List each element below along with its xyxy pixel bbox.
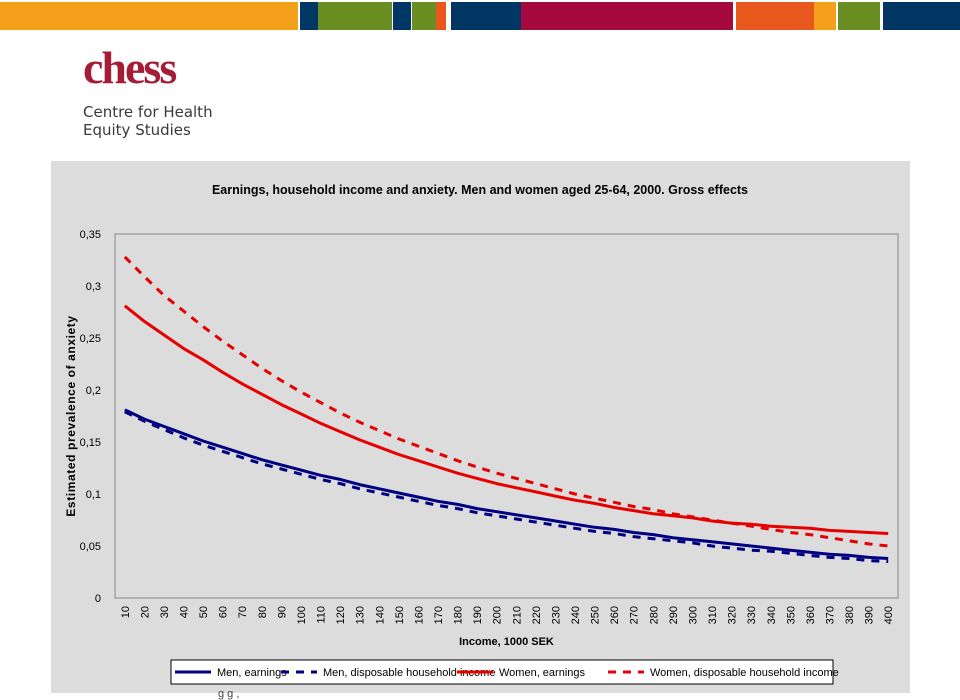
x-tick-label: 240 [570, 606, 582, 624]
x-tick-label: 60 [218, 606, 230, 618]
x-tick-label: 80 [257, 606, 269, 618]
chart-title: Earnings, household income and anxiety. … [212, 183, 748, 197]
legend-label-1: Men, earnings [217, 667, 287, 679]
color-bar-segment [412, 2, 436, 30]
x-tick-label: 120 [335, 606, 347, 624]
series-line-4 [123, 255, 889, 548]
x-tick-label: 130 [355, 606, 367, 624]
x-tick-label: 300 [687, 606, 699, 624]
x-tick-label: 400 [883, 606, 895, 624]
x-tick-label: 40 [179, 606, 191, 618]
top-color-bar [0, 0, 960, 30]
y-tick-label: 0,1 [86, 489, 101, 501]
x-tick-label: 180 [453, 606, 465, 624]
x-tick-label: 50 [198, 606, 210, 618]
x-tick-label: 230 [550, 606, 562, 624]
x-tick-label: 170 [433, 606, 445, 624]
x-tick-label: 110 [316, 606, 328, 624]
color-bar-segment [521, 2, 733, 30]
color-bar-segment [300, 2, 318, 30]
color-bar-segment [883, 2, 960, 30]
x-tick-label: 390 [864, 606, 876, 624]
legend-label-3: Women, earnings [499, 667, 586, 679]
x-tick-label: 20 [139, 606, 151, 618]
x-tick-label: 10 [120, 606, 132, 618]
x-tick-label: 190 [472, 606, 484, 624]
logo: chess Centre for Health Equity Studies [83, 42, 213, 140]
x-tick-label: 290 [668, 606, 680, 624]
x-tick-label: 350 [785, 606, 797, 624]
y-tick-label: 0,3 [86, 281, 101, 293]
x-tick-label: 280 [648, 606, 660, 624]
x-tick-label: 310 [707, 606, 719, 624]
x-tick-label: 150 [394, 606, 406, 624]
y-tick-label: 0,25 [80, 333, 101, 345]
x-axis-label: Income, 1000 SEK [459, 636, 554, 648]
x-tick-label: 70 [237, 606, 249, 618]
x-tick-label: 330 [746, 606, 758, 624]
y-tick-label: 0,15 [80, 437, 101, 449]
color-bar-segment [393, 2, 411, 30]
x-tick-label: 30 [159, 606, 171, 618]
logo-name-line1: Centre for Health [83, 103, 213, 121]
x-tick-label: 320 [727, 606, 739, 624]
color-bar-segment [436, 2, 446, 30]
x-tick-label: 260 [609, 606, 621, 624]
x-tick-label: 100 [296, 606, 308, 624]
color-bar-segment [451, 2, 521, 30]
x-tick-label: 140 [374, 606, 386, 624]
series-line-2 [124, 410, 889, 564]
legend-label-2: Men, disposable household income [323, 667, 495, 679]
color-bar-segment [0, 2, 298, 30]
x-tick-label: 380 [844, 606, 856, 624]
x-tick-label: 250 [590, 606, 602, 624]
x-tick-label: 200 [492, 606, 504, 624]
x-tick-label: 90 [276, 606, 288, 618]
x-tick-label: 220 [531, 606, 543, 624]
y-tick-label: 0 [95, 593, 101, 605]
legend-label-4: Women, disposable household income [650, 667, 839, 679]
y-tick-label: 0,2 [86, 385, 101, 397]
x-tick-label: 160 [413, 606, 425, 624]
y-tick-label: 0,35 [80, 229, 101, 241]
x-tick-label: 340 [766, 606, 778, 624]
chart-panel: Earnings, household income and anxiety. … [51, 161, 910, 693]
color-bar-segment [814, 2, 836, 30]
logo-name-line2: Equity Studies [83, 121, 191, 139]
color-bar-segment [736, 2, 814, 30]
series-line-3 [123, 304, 889, 535]
y-axis-label: Estimated prevalence of anxiety [64, 315, 78, 516]
plot-area [114, 233, 899, 599]
x-tick-label: 210 [511, 606, 523, 624]
x-tick-label: 360 [805, 606, 817, 624]
logo-mark: chess [83, 42, 177, 93]
x-tick-label: 270 [629, 606, 641, 624]
color-bar-segment [318, 2, 392, 30]
x-tick-label: 370 [824, 606, 836, 624]
cutoff-caption: g g , [218, 688, 240, 700]
y-tick-label: 0,05 [80, 541, 101, 553]
chart: Earnings, household income and anxiety. … [64, 183, 899, 685]
color-bar-segment [838, 2, 880, 30]
series-line-1 [124, 408, 889, 560]
